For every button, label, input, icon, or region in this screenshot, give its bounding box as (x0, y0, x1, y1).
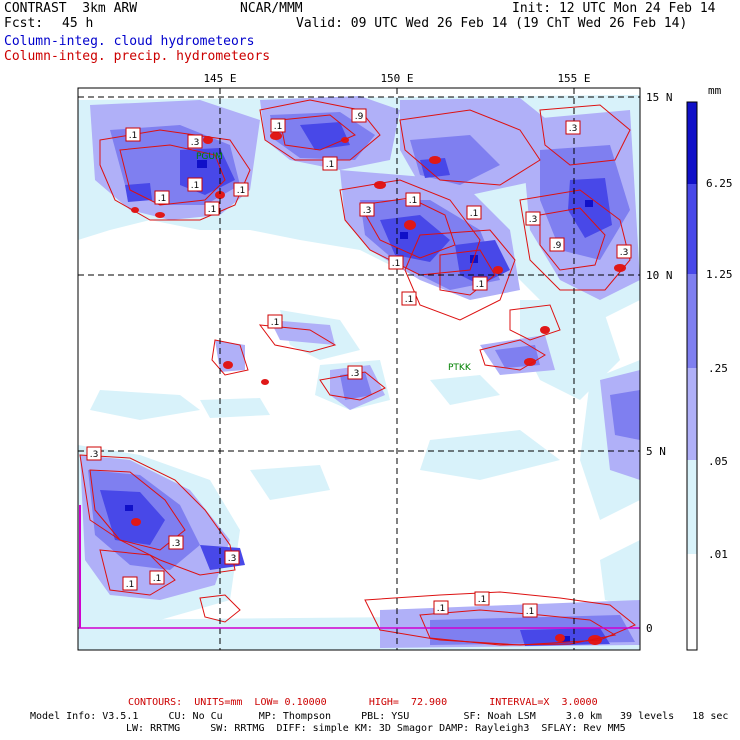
legend-level-001: .01 (708, 548, 728, 561)
legend-swatch-0 (687, 102, 697, 184)
contour-label: .3 (347, 365, 363, 380)
svg-text:.1: .1 (274, 122, 283, 132)
station-label-pgum: PGUM (196, 152, 223, 162)
contour-label: .3 (168, 535, 184, 550)
svg-text:.1: .1 (470, 209, 479, 219)
contour-label: .1 (433, 600, 449, 615)
contour-label: .3 (224, 550, 240, 565)
contour-label: .3 (86, 446, 102, 461)
lon-label-155: 155 E (557, 72, 590, 85)
svg-text:.9: .9 (355, 112, 364, 122)
contour-label: .1 (401, 291, 417, 306)
svg-text:.3: .3 (228, 554, 237, 564)
svg-text:.1: .1 (158, 194, 167, 204)
svg-text:.1: .1 (478, 595, 487, 605)
svg-text:.1: .1 (191, 181, 200, 191)
svg-text:.3: .3 (90, 450, 99, 460)
contour-label: .1 (472, 276, 488, 291)
legend-level-025: .25 (708, 362, 728, 375)
svg-text:.1: .1 (153, 574, 162, 584)
svg-text:.3: .3 (172, 539, 181, 549)
lat-label-10n: 10 N (646, 269, 673, 282)
contour-label: .3 (565, 120, 581, 135)
svg-text:.1: .1 (405, 295, 414, 305)
map-frame (77, 87, 641, 651)
lat-label-15n: 15 N (646, 91, 673, 104)
svg-text:.1: .1 (476, 280, 485, 290)
contour-label: .1 (149, 570, 165, 585)
precip-cores (131, 132, 626, 645)
contour-label: .1 (154, 190, 170, 205)
legend-swatch-1 (687, 184, 697, 274)
legend-swatch-4 (687, 460, 697, 554)
contour-label: .9 (351, 108, 367, 123)
svg-text:.1: .1 (126, 580, 135, 590)
contour-label: .9 (549, 237, 565, 252)
contour-label: .3 (525, 211, 541, 226)
legend-level-125: 1.25 (706, 268, 733, 281)
svg-text:.1: .1 (237, 186, 246, 196)
contour-label: .1 (466, 205, 482, 220)
contour-label: .1 (204, 201, 220, 216)
svg-text:.1: .1 (208, 205, 217, 215)
valid-time: Valid: 09 UTC Wed 26 Feb 14 (19 ChT Wed … (296, 16, 688, 31)
svg-text:.3: .3 (569, 124, 578, 134)
contour-label: .1 (187, 177, 203, 192)
lon-label-145: 145 E (203, 72, 236, 85)
hydrometeor-field (78, 95, 640, 650)
center-name: NCAR/MMM (240, 1, 303, 16)
svg-text:.3: .3 (351, 369, 360, 379)
legend-swatch-3 (687, 368, 697, 460)
init-time: Init: 12 UTC Mon 24 Feb 14 (512, 1, 716, 16)
lat-label-5n: 5 N (646, 445, 666, 458)
forecast-hour: 45 h (62, 16, 94, 31)
color-legend (686, 101, 698, 651)
legend-swatch-5 (687, 554, 697, 650)
legend-swatch-2 (687, 274, 697, 368)
svg-text:.1: .1 (437, 604, 446, 614)
svg-text:.1: .1 (392, 259, 401, 269)
legend-level-005: .05 (708, 455, 728, 468)
contour-info: CONTOURS: UNITS=mm LOW= 0.10000 HIGH= 72… (128, 697, 598, 708)
svg-text:.3: .3 (620, 248, 629, 258)
svg-text:.9: .9 (553, 241, 562, 251)
contour-label: .1 (388, 255, 404, 270)
svg-text:.3: .3 (191, 138, 200, 148)
svg-text:.1: .1 (409, 196, 418, 206)
contour-label: .1 (125, 127, 141, 142)
svg-text:.3: .3 (363, 206, 372, 216)
svg-text:.1: .1 (129, 131, 138, 141)
contour-label: .1 (233, 182, 249, 197)
contour-label: .1 (405, 192, 421, 207)
lat-label-0: 0 (646, 622, 653, 635)
station-label-ptkk: PTKK (448, 363, 472, 373)
contour-label: .1 (122, 576, 138, 591)
svg-text:.1: .1 (326, 160, 335, 170)
legend-level-625: 6.25 (706, 177, 733, 190)
contour-label: .3 (187, 134, 203, 149)
contour-label: .1 (474, 591, 490, 606)
legend-frame (686, 101, 698, 651)
legend-unit: mm (708, 84, 722, 97)
svg-text:.3: .3 (529, 215, 538, 225)
model-info-line2: LW: RRTMG SW: RRTMG DIFF: simple KM: 3D … (126, 723, 626, 734)
model-info-line1: Model Info: V3.5.1 CU: No Cu MP: Thompso… (30, 711, 729, 722)
model-title: CONTRAST 3km ARW (4, 1, 138, 16)
contour-label: .1 (267, 314, 283, 329)
precip-contours (79, 99, 636, 646)
forecast-label: Fcst: (4, 16, 44, 31)
contour-label: .1 (270, 118, 286, 133)
contour-label-group: .1 .1 .1 .1 .1 .1 .3 .1 .9 .1 .1 .1 .3 .3 .1 .1 .9 .3 .1 .1… (86, 108, 632, 618)
contour-label: .1 (522, 603, 538, 618)
field-cloud-title: Column-integ. cloud hydrometeors (4, 34, 255, 49)
svg-text:.1: .1 (526, 607, 535, 617)
contour-label: .3 (359, 202, 375, 217)
contour-label: .1 (322, 156, 338, 171)
field-precip-title: Column-integ. precip. hydrometeors (4, 49, 271, 64)
lon-label-150: 150 E (380, 72, 413, 85)
contour-label: .3 (616, 244, 632, 259)
svg-text:.1: .1 (271, 318, 280, 328)
